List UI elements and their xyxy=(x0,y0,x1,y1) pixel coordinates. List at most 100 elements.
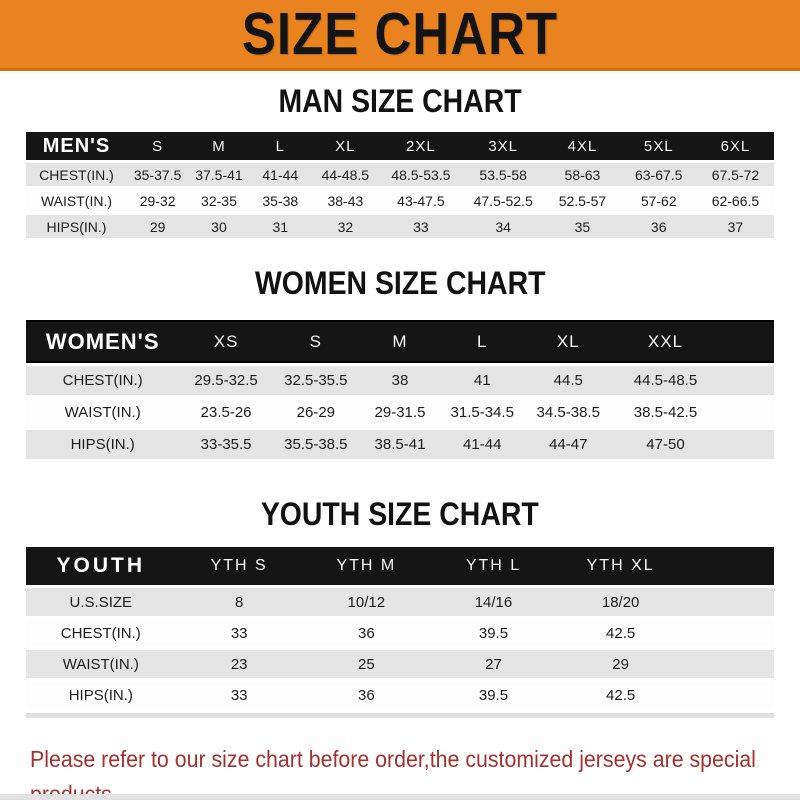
table-row: WAIST(IN.) 23.5-26 26-29 29-31.5 31.5-34.5 34… xyxy=(26,398,774,427)
row-label: CHEST(IN.) xyxy=(62,372,143,389)
table-row: U.S.SIZE 8 10/12 14/16 18/20 xyxy=(26,588,774,616)
table-row: WAIST(IN.) 29-32 32-35 35-38 38-43 43-47.5 47.… xyxy=(26,189,774,212)
column-header: XL xyxy=(310,132,380,160)
size-cell: 29.5-32.5 xyxy=(194,372,258,389)
header-row: MEN'S S M L XL 2XL 3XL 4XL 5XL 6XL xyxy=(26,132,774,160)
size-cell: 36 xyxy=(357,624,375,642)
size-cell: 32.5-35.5 xyxy=(284,372,348,389)
row-filler-cell xyxy=(684,619,774,647)
size-cell: 31 xyxy=(272,218,289,235)
column-header: M xyxy=(358,320,442,363)
column-header: XS xyxy=(179,320,273,363)
size-cell: 35.5-38.5 xyxy=(284,436,348,453)
page-bottom-divider xyxy=(0,794,800,800)
size-cell: 41-44 xyxy=(463,436,502,453)
size-cell: 36 xyxy=(650,218,667,235)
mens-size-table: MEN'S S M L XL 2XL 3XL 4XL 5XL 6XL CHEST(IN.) 35-3… xyxy=(26,129,774,241)
size-cell: 8 xyxy=(235,593,244,611)
size-cell: 38.5-42.5 xyxy=(633,404,698,421)
column-header: YTH M xyxy=(302,547,430,585)
table-row: WAIST(IN.) 23 25 27 29 xyxy=(26,650,774,678)
column-header: S xyxy=(126,132,189,160)
size-cell: 23 xyxy=(230,655,248,673)
size-cell: 38-43 xyxy=(327,192,364,209)
table-title-cell: WOMEN'S xyxy=(26,320,180,363)
column-header: 6XL xyxy=(696,132,774,160)
column-header: 3XL xyxy=(462,132,545,160)
size-cell: 34.5-38.5 xyxy=(536,404,600,421)
size-cell: 29 xyxy=(612,655,629,673)
size-cell: 67.5-72 xyxy=(711,166,760,183)
disclaimer-line-1: Please refer to our size chart before or… xyxy=(30,746,756,800)
column-header: 4XL xyxy=(544,132,621,160)
header-filler-cell xyxy=(684,547,774,585)
size-cell: 23.5-26 xyxy=(200,404,252,421)
size-cell: 44.5 xyxy=(553,372,583,389)
size-cell: 38 xyxy=(391,372,409,389)
size-cell: 44.5-48.5 xyxy=(633,372,698,389)
banner-title: SIZE CHART xyxy=(241,0,559,68)
size-cell: 27 xyxy=(485,655,502,673)
size-cell: 29-32 xyxy=(139,192,176,209)
table-row: HIPS(IN.) 29 30 31 32 33 34 35 36 37 xyxy=(26,215,774,238)
size-cell: 35 xyxy=(574,218,591,235)
size-cell: 36 xyxy=(357,686,375,704)
table-title-cell: YOUTH xyxy=(26,547,176,585)
size-cell: 37 xyxy=(727,218,744,235)
row-label: WAIST(IN.) xyxy=(62,655,139,673)
size-cell: 29-31.5 xyxy=(374,404,426,421)
size-cell: 29 xyxy=(149,218,166,235)
row-label: CHEST(IN.) xyxy=(39,166,114,183)
womens-section-heading: WOMEN SIZE CHART xyxy=(0,266,800,302)
size-cell: 58-63 xyxy=(564,166,601,183)
size-cell: 26-29 xyxy=(296,404,336,421)
womens-size-table: WOMEN'S XS S M L XL XXL CHEST(IN.) 29.5-32.5 32.… xyxy=(26,317,774,462)
size-cell: 42.5 xyxy=(606,624,636,642)
mens-heading-text: MAN SIZE CHART xyxy=(278,84,522,120)
column-header: M xyxy=(188,132,250,160)
size-cell: 41 xyxy=(473,372,491,389)
table-row: CHEST(IN.) 29.5-32.5 32.5-35.5 38 41 44.5 44.5… xyxy=(26,366,774,395)
row-filler-cell xyxy=(684,681,774,709)
disclaimer-note: Please refer to our size chart before or… xyxy=(30,742,777,800)
size-cell: 32-35 xyxy=(201,192,237,209)
header-filler-cell xyxy=(717,320,774,363)
column-header: YTH S xyxy=(175,547,303,585)
size-chart-banner: SIZE CHART xyxy=(0,0,800,71)
row-label: WAIST(IN.) xyxy=(64,404,141,421)
size-cell: 39.5 xyxy=(478,686,509,704)
row-filler-cell xyxy=(718,398,774,427)
size-cell: 39.5 xyxy=(478,624,509,642)
size-cell: 35-38 xyxy=(262,192,299,209)
size-cell: 44-47 xyxy=(549,436,588,453)
row-label: HIPS(IN.) xyxy=(68,686,133,704)
column-header: 5XL xyxy=(620,132,697,160)
table-row: HIPS(IN.) 33 36 39.5 42.5 xyxy=(26,681,774,709)
size-cell: 41-44 xyxy=(262,166,299,183)
column-header: YTH L xyxy=(429,547,558,585)
size-cell: 44-48.5 xyxy=(321,166,370,183)
size-cell: 43-47.5 xyxy=(397,192,445,209)
womens-heading-text: WOMEN SIZE CHART xyxy=(254,266,546,302)
size-cell: 47.5-52.5 xyxy=(473,192,533,209)
table-title-cell: MEN'S xyxy=(26,132,127,160)
size-cell: 62-66.5 xyxy=(711,192,760,209)
header-row: YOUTH YTH S YTH M YTH L YTH XL xyxy=(26,547,774,585)
column-header: L xyxy=(249,132,311,160)
column-header: 2XL xyxy=(379,132,463,160)
youth-heading-text: YOUTH SIZE CHART xyxy=(261,497,539,533)
row-label: U.S.SIZE xyxy=(69,593,133,611)
column-header: XXL xyxy=(613,320,718,363)
row-label: CHEST(IN.) xyxy=(60,624,141,642)
row-filler-cell xyxy=(684,588,774,616)
size-cell: 63-67.5 xyxy=(634,166,683,183)
size-cell: 25 xyxy=(357,655,375,673)
header-row: WOMEN'S XS S M L XL XXL xyxy=(26,320,774,363)
size-cell: 47-50 xyxy=(646,436,685,453)
youth-section-heading: YOUTH SIZE CHART xyxy=(0,497,800,533)
row-label: HIPS(IN.) xyxy=(46,218,107,235)
size-cell: 33 xyxy=(230,686,248,704)
size-cell: 33 xyxy=(413,218,429,235)
size-cell: 37.5-41 xyxy=(195,166,243,183)
mens-section-heading: MAN SIZE CHART xyxy=(0,84,800,120)
